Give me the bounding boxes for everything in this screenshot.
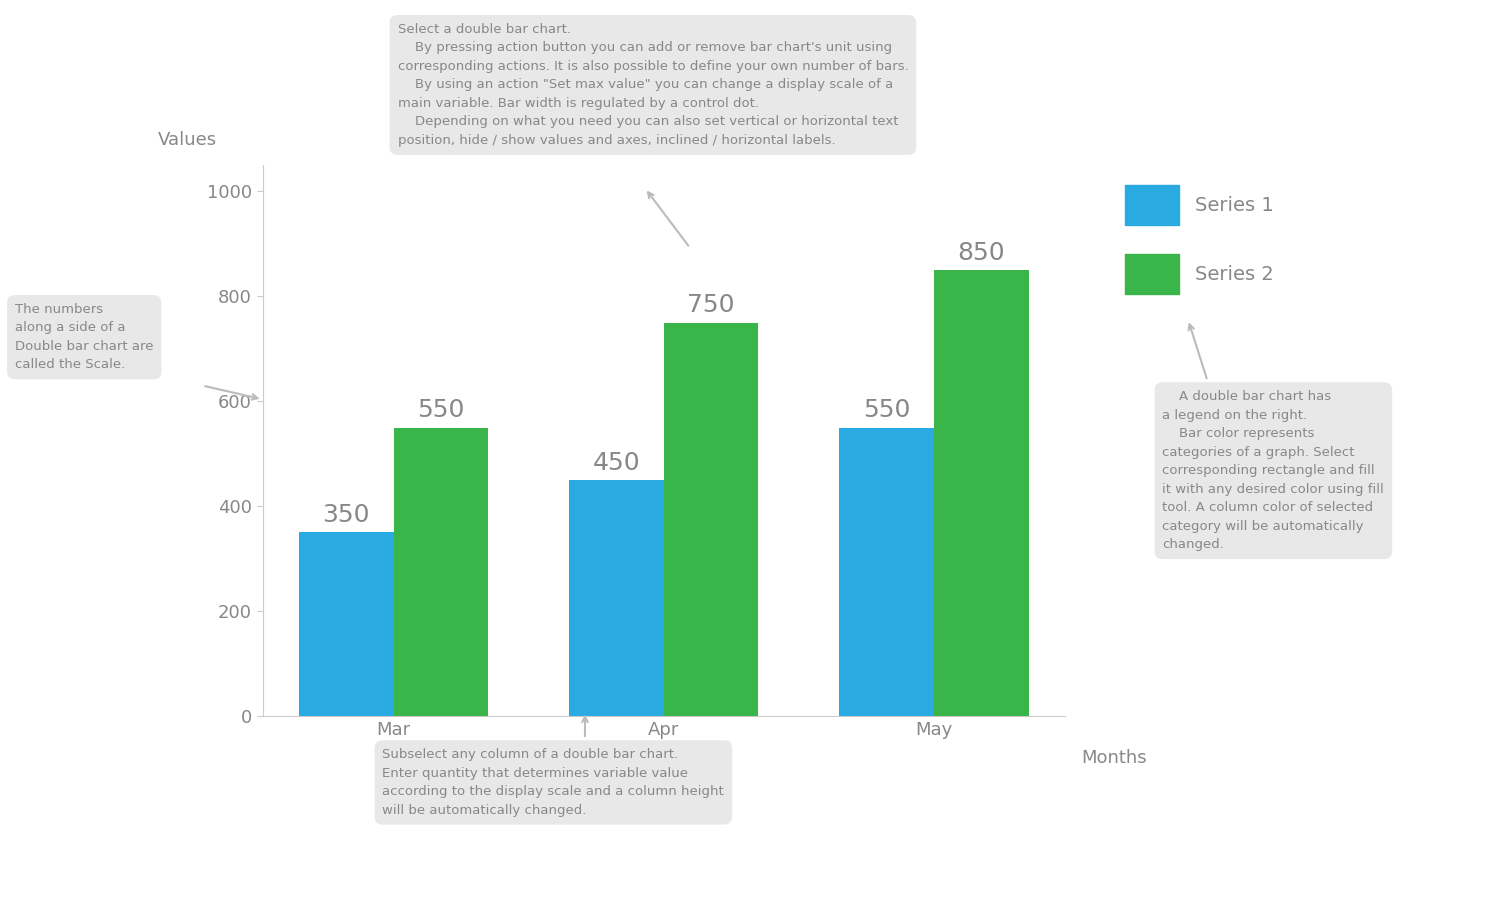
- Bar: [298, 532, 393, 716]
- Bar: [568, 480, 663, 716]
- Text: A double bar chart has
a legend on the right.
    Bar color represents
categorie: A double bar chart has a legend on the r…: [1162, 390, 1384, 551]
- Text: Select a double bar chart.
    By pressing action button you can add or remove b: Select a double bar chart. By pressing a…: [398, 23, 908, 147]
- Text: 750: 750: [687, 294, 735, 318]
- Legend: Series 1, Series 2: Series 1, Series 2: [1114, 175, 1282, 304]
- Text: Months: Months: [1082, 749, 1146, 767]
- Bar: [663, 322, 759, 716]
- Bar: [393, 428, 488, 716]
- Text: Subselect any column of a double bar chart.
Enter quantity that determines varia: Subselect any column of a double bar cha…: [382, 748, 724, 817]
- Text: 450: 450: [592, 451, 640, 475]
- Text: Values: Values: [158, 130, 218, 149]
- Text: The numbers
along a side of a
Double bar chart are
called the Scale.: The numbers along a side of a Double bar…: [15, 303, 153, 372]
- Text: 550: 550: [862, 398, 910, 422]
- Text: 350: 350: [322, 503, 370, 527]
- Bar: [934, 270, 1029, 716]
- Text: 850: 850: [957, 241, 1005, 265]
- Text: 550: 550: [417, 398, 465, 422]
- Bar: [840, 428, 934, 716]
